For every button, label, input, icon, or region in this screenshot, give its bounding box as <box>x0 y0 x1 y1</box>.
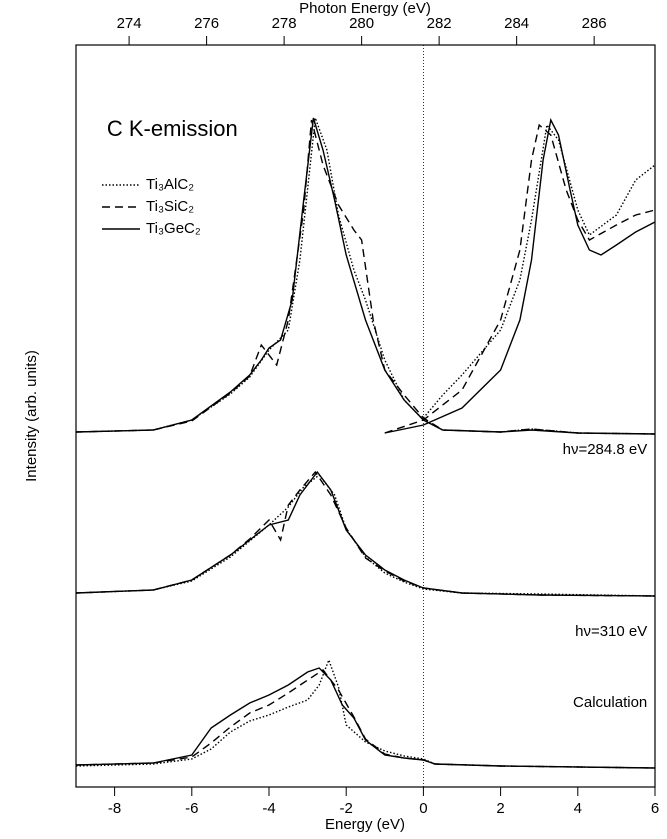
x2-tick-label: 278 <box>272 15 297 32</box>
plot-frame <box>75 44 656 788</box>
legend-label: Ti₃GeC₂ <box>146 220 201 237</box>
legend-label: Ti₃AlC₂ <box>146 176 194 193</box>
series-line <box>75 119 656 769</box>
x-tick-label: 4 <box>574 800 582 817</box>
series-line <box>75 117 656 769</box>
x-tick-label: 6 <box>651 800 659 817</box>
annotation: hν=310 eV <box>575 623 647 640</box>
x2-tick-label: 282 <box>427 15 452 32</box>
x2-tick-label: 276 <box>194 15 219 32</box>
x-tick-label: -2 <box>340 800 353 817</box>
x2-tick-label: 274 <box>117 15 142 32</box>
x2-axis-title: Photon Energy (eV) <box>299 0 431 17</box>
annotation: C K-emission <box>107 116 238 141</box>
x2-tick-label: 286 <box>582 15 607 32</box>
x-axis-title: Energy (eV) <box>325 816 405 833</box>
annotation: Calculation <box>573 694 647 711</box>
x-tick-label: -4 <box>262 800 275 817</box>
x-tick-label: -8 <box>108 800 121 817</box>
x2-tick-label: 280 <box>349 15 374 32</box>
x-tick-label: -6 <box>185 800 198 817</box>
legend-label: Ti₃SiC₂ <box>146 198 194 215</box>
x-tick-label: 2 <box>496 800 504 817</box>
y-axis-title: Intensity (arb. units) <box>23 350 40 482</box>
annotation: hν=284.8 eV <box>563 441 648 458</box>
x2-tick-label: 284 <box>504 15 529 32</box>
x-tick-label: 0 <box>419 800 427 817</box>
series-line <box>75 117 656 769</box>
